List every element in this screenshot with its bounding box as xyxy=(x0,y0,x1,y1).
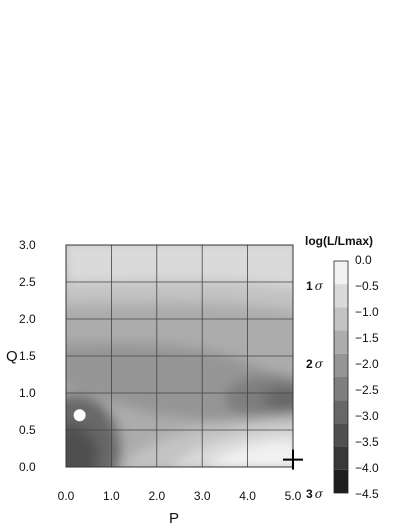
colorbar-segment xyxy=(334,261,348,285)
plot-frame xyxy=(65,244,294,468)
colorbar-tick-label: −2.5 xyxy=(355,383,379,397)
y-tick-label: 2.5 xyxy=(19,275,36,289)
y-tick-label: 0.0 xyxy=(19,460,36,474)
x-axis-title: P xyxy=(169,510,179,527)
contour-band-right-darker xyxy=(263,387,293,411)
colorbar-tick-labels: 0.0 −0.5 −1.0 −1.5 −2.0 −2.5 −3.0 −3.5 −4.0 −4.5 xyxy=(355,253,379,501)
colorbar-tick-label: −4.0 xyxy=(355,461,379,475)
colorbar-segment xyxy=(334,377,348,401)
x-tick-label: 5.0 xyxy=(285,489,302,503)
y-tick-label: 1.0 xyxy=(19,386,36,400)
contour-band-top-light xyxy=(66,245,293,288)
colorbar-title: log(L/Lmax) xyxy=(305,234,373,248)
markers xyxy=(73,409,303,470)
x-tick-label: 4.0 xyxy=(239,489,256,503)
colorbar-segment xyxy=(334,469,348,493)
colorbar-segment xyxy=(334,423,348,447)
contour-band-top-mid xyxy=(66,280,293,311)
y-tick-label: 2.0 xyxy=(19,312,36,326)
colorbar-frame xyxy=(333,260,349,494)
colorbar-tick-label: −3.5 xyxy=(355,435,379,449)
colorbar-segment xyxy=(334,330,348,354)
plus-marker xyxy=(283,449,303,470)
gridlines xyxy=(66,245,293,467)
x-tick-label: 2.0 xyxy=(148,489,165,503)
y-tick-label: 3.0 xyxy=(19,238,36,252)
contour-band-bottom-lightest xyxy=(207,440,293,467)
plot-area xyxy=(66,245,293,467)
contour-band-left-darker xyxy=(66,425,98,467)
y-axis-title: Q xyxy=(6,348,18,365)
y-tick-label: 0.5 xyxy=(19,423,36,437)
colorbar-tick-label: −3.0 xyxy=(355,409,379,423)
x-tick-label: 1.0 xyxy=(103,489,120,503)
x-tick-label: 0.0 xyxy=(58,489,75,503)
colorbar-tick-label: −2.0 xyxy=(355,357,379,371)
colorbar-tick-label: −0.5 xyxy=(355,279,379,293)
colorbar-segment xyxy=(334,353,348,377)
colorbar-segment xyxy=(334,307,348,331)
sigma-labels: 1 σ 2 σ 3 σ xyxy=(306,279,324,501)
colorbar xyxy=(333,260,349,494)
y-tick-labels: 0.0 0.5 1.0 1.5 2.0 2.5 3.0 xyxy=(19,238,36,474)
max-likelihood-point xyxy=(73,409,86,422)
x-tick-label: 3.0 xyxy=(194,489,211,503)
colorbar-tick-label: −4.5 xyxy=(355,487,379,501)
colorbar-segment xyxy=(334,284,348,308)
colorbar-tick-label: 0.0 xyxy=(355,253,372,267)
colorbar-tick-label: −1.5 xyxy=(355,331,379,345)
colorbar-segment xyxy=(334,400,348,424)
colorbar-segment xyxy=(334,446,348,470)
colorbar-tick-label: −1.0 xyxy=(355,305,379,319)
x-tick-labels: 0.0 1.0 2.0 3.0 4.0 5.0 xyxy=(58,489,302,503)
y-tick-label: 1.5 xyxy=(19,349,36,363)
